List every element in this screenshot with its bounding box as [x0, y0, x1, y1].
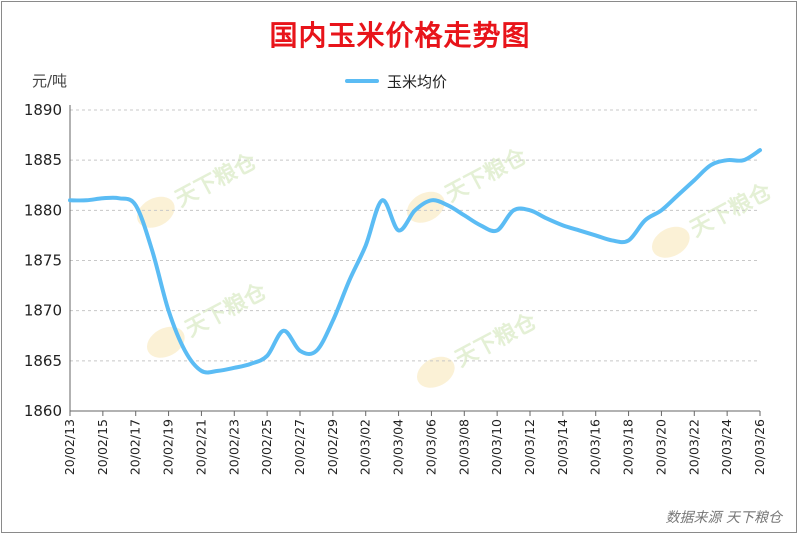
watermark-text: 天下粮仓 [171, 148, 262, 213]
x-tick-label: 20/02/25 [259, 419, 274, 475]
y-tick-label: 1865 [24, 352, 62, 370]
y-tick-label: 1890 [24, 101, 62, 119]
x-tick-label: 20/03/18 [621, 419, 636, 475]
watermark-text: 天下粮仓 [451, 308, 542, 373]
y-tick-label: 1860 [24, 402, 62, 420]
legend: 玉米均价 [345, 70, 447, 92]
x-tick-label: 20/03/08 [456, 419, 471, 475]
x-tick-label: 20/03/06 [423, 419, 438, 475]
y-tick-label: 1880 [24, 201, 62, 219]
legend-swatch [345, 79, 379, 83]
x-tick-label: 20/03/26 [752, 419, 767, 475]
chart-title: 国内玉米价格走势图 [269, 19, 531, 52]
watermark: 天下粮仓 [651, 178, 777, 258]
y-axis-label: 元/吨 [32, 72, 68, 90]
x-tick-label: 20/03/20 [653, 419, 668, 475]
x-tick-label: 20/03/12 [522, 419, 537, 475]
y-tick-label: 1885 [24, 151, 62, 169]
x-tick-label: 20/03/24 [719, 419, 734, 475]
watermark-logo-icon [651, 226, 690, 258]
x-tick-label: 20/02/23 [226, 419, 241, 475]
watermark-logo-icon [136, 196, 175, 228]
legend-label: 玉米均价 [387, 72, 448, 91]
x-tick-label: 20/02/27 [292, 419, 307, 475]
x-tick-label: 20/03/14 [555, 419, 570, 475]
x-tick-label: 20/02/21 [193, 419, 208, 475]
watermark: 天下粮仓 [416, 308, 542, 388]
watermark-text: 天下粮仓 [441, 143, 532, 208]
x-tick-label: 20/03/02 [358, 419, 373, 475]
y-tick-label: 1875 [24, 252, 62, 270]
x-tick-label: 20/02/29 [325, 419, 340, 475]
y-tick-label: 1870 [24, 302, 62, 320]
x-tick-label: 20/02/19 [161, 419, 176, 475]
watermark-logo-icon [416, 356, 455, 388]
x-tick-label: 20/03/22 [686, 419, 701, 475]
x-tick-label: 20/02/17 [128, 419, 143, 475]
watermark-text: 天下粮仓 [181, 278, 272, 343]
x-tick-label: 20/02/13 [62, 419, 77, 475]
x-tick-label: 20/03/04 [391, 419, 406, 475]
source-note: 数据来源 天下粮仓 [665, 510, 782, 526]
x-tick-label: 20/03/10 [489, 419, 504, 475]
x-tick-label: 20/02/15 [95, 419, 110, 475]
series-line [68, 148, 762, 375]
x-tick-label: 20/03/16 [588, 419, 603, 475]
